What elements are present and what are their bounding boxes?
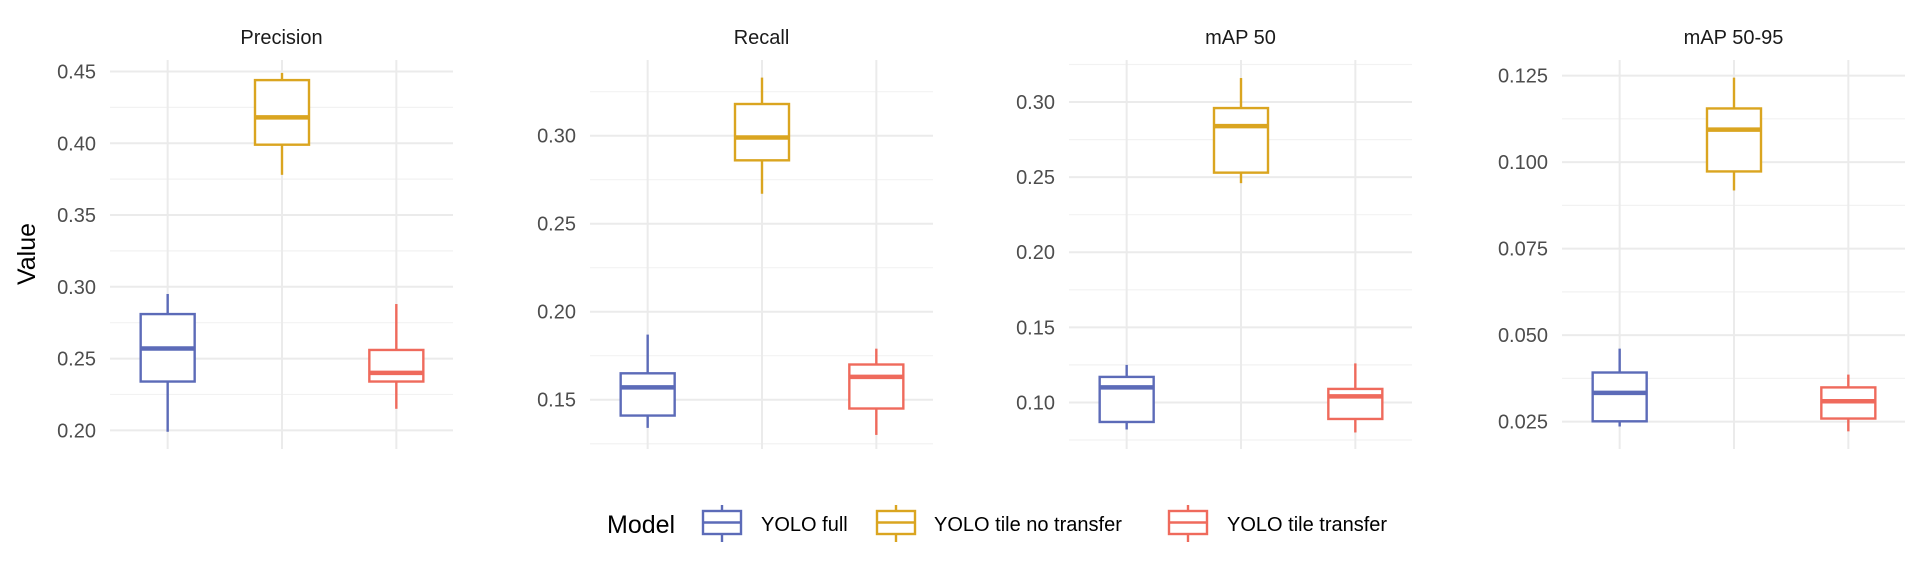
facet-panels: Precision 0.20 0.25 0.30 0.35 0.40 0.45 Recall 0… xyxy=(57,27,1905,449)
legend-entries: YOLO full YOLO tile no transfer YOLO tile … xyxy=(701,505,1387,542)
iqr-box xyxy=(253,78,311,146)
box-yolo-full xyxy=(1098,364,1155,430)
y-tick-label: 0.125 xyxy=(1498,66,1548,88)
box-yolo-tile-no-transfer xyxy=(1212,78,1270,184)
y-axis-title: Value xyxy=(13,223,41,285)
iqr-box xyxy=(368,348,425,383)
panel-title: Recall xyxy=(734,27,790,49)
legend-key-box-icon xyxy=(701,505,743,542)
legend-item-yolo-full: YOLO full xyxy=(701,505,848,542)
iqr-box xyxy=(1591,371,1648,423)
iqr-box xyxy=(848,363,905,410)
iqr-box xyxy=(1327,387,1384,421)
legend-key-box-icon xyxy=(1167,505,1209,542)
legend-label: YOLO full xyxy=(761,514,848,536)
iqr-box xyxy=(1212,106,1270,174)
box-yolo-tile-no-transfer xyxy=(1705,77,1763,191)
panel-recall: Recall 0.15 0.20 0.25 0.30 xyxy=(537,27,933,449)
y-tick-label: 0.35 xyxy=(57,205,96,227)
panel-title: mAP 50 xyxy=(1205,27,1276,49)
legend-label: YOLO tile no transfer xyxy=(934,514,1122,536)
iqr-box xyxy=(733,102,791,162)
y-tick-label: 0.15 xyxy=(1016,317,1055,339)
box-yolo-full xyxy=(1591,348,1648,427)
y-tick-label: 0.25 xyxy=(537,214,576,236)
box-yolo-tile-transfer xyxy=(1327,363,1384,433)
legend-label: YOLO tile transfer xyxy=(1227,514,1387,536)
legend-title: Model xyxy=(607,511,675,539)
panel-map-50: mAP 50 0.10 0.15 0.20 0.25 0.30 xyxy=(1016,27,1412,449)
y-tick-label: 0.40 xyxy=(57,133,96,155)
box-yolo-tile-no-transfer xyxy=(253,72,311,175)
iqr-box xyxy=(1705,107,1763,173)
box-yolo-tile-transfer xyxy=(1820,374,1877,432)
legend-item-yolo-tile-transfer: YOLO tile transfer xyxy=(1167,505,1387,542)
panel-title: mAP 50-95 xyxy=(1684,27,1784,49)
y-tick-label: 0.30 xyxy=(1016,92,1055,114)
y-tick-label: 0.25 xyxy=(1016,167,1055,189)
iqr-box xyxy=(619,372,676,417)
box-yolo-full xyxy=(619,334,676,428)
legend-item-yolo-tile-no-transfer: YOLO tile no transfer xyxy=(875,505,1122,542)
y-tick-label: 0.100 xyxy=(1498,152,1548,174)
y-tick-label: 0.025 xyxy=(1498,412,1548,434)
y-tick-label: 0.20 xyxy=(1016,242,1055,264)
y-tick-label: 0.30 xyxy=(537,126,576,148)
y-tick-label: 0.30 xyxy=(57,277,96,299)
box-yolo-full xyxy=(139,293,196,432)
y-tick-label: 0.050 xyxy=(1498,325,1548,347)
legend-key-box-icon xyxy=(875,505,917,542)
y-tick-label: 0.20 xyxy=(57,420,96,442)
panel-title: Precision xyxy=(240,27,322,49)
y-tick-label: 0.10 xyxy=(1016,392,1055,414)
panel-precision: Precision 0.20 0.25 0.30 0.35 0.40 0.45 xyxy=(57,27,453,449)
y-tick-label: 0.25 xyxy=(57,349,96,371)
iqr-box xyxy=(1098,375,1155,424)
box-yolo-tile-transfer xyxy=(848,348,905,435)
legend: Model YOLO full YOLO tile no transfer YOLO… xyxy=(607,505,1387,542)
y-tick-label: 0.20 xyxy=(537,302,576,324)
box-yolo-tile-no-transfer xyxy=(733,77,791,194)
y-tick-label: 0.45 xyxy=(57,61,96,83)
panel-map-50-95: mAP 50-95 0.025 0.050 0.075 0.100 0.125 xyxy=(1498,27,1905,449)
y-tick-label: 0.15 xyxy=(537,390,576,412)
box-yolo-tile-transfer xyxy=(368,304,425,409)
y-tick-label: 0.075 xyxy=(1498,239,1548,261)
